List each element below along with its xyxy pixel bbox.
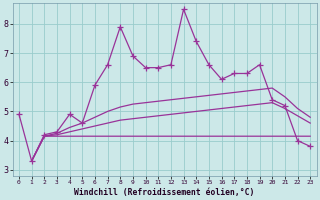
- X-axis label: Windchill (Refroidissement éolien,°C): Windchill (Refroidissement éolien,°C): [74, 188, 255, 197]
